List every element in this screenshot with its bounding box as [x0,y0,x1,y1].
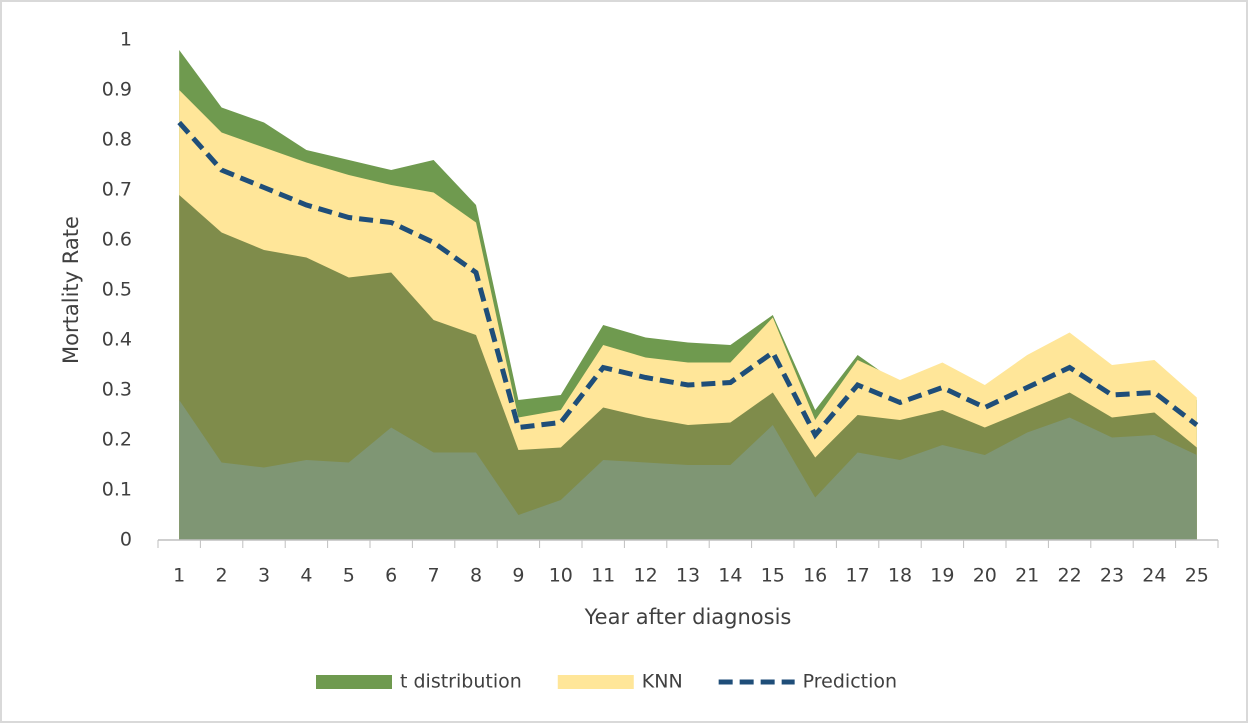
x-tick-label: 1 [173,565,185,587]
legend-label: KNN [642,671,683,693]
x-tick-label: 18 [888,565,912,587]
x-tick-label: 21 [1015,565,1039,587]
y-tick-label: 0.6 [102,229,132,251]
x-tick-label: 10 [549,565,573,587]
x-tick-label: 23 [1100,565,1124,587]
legend-swatch [557,675,634,689]
x-tick-label: 4 [300,565,312,587]
x-tick-label: 24 [1142,565,1166,587]
y-tick-label: 0.7 [102,179,132,201]
x-tick-label: 17 [846,565,870,587]
x-tick-label: 6 [385,565,397,587]
y-tick-label: 0.5 [102,279,132,301]
x-tick-label: 12 [634,565,658,587]
x-tick-label: 7 [428,565,440,587]
x-tick-label: 25 [1185,565,1209,587]
y-axis-label: Mortality Rate [59,216,83,364]
prediction-line [177,120,1199,440]
y-tick-label: 1 [120,29,132,51]
x-tick-label: 14 [718,565,742,587]
x-tick-label: 15 [761,565,785,587]
legend-label: Prediction [803,671,897,693]
x-tick-label: 16 [803,565,827,587]
y-tick-label: 0.1 [102,479,132,501]
x-tick-label: 11 [591,565,615,587]
x-tick-label: 19 [930,565,954,587]
x-axis-label: Year after diagnosis [584,605,792,629]
x-tick-label: 3 [258,565,270,587]
y-tick-label: 0 [120,529,132,551]
x-tick-label: 5 [343,565,355,587]
x-tick-label: 9 [512,565,524,587]
y-tick-label: 0.9 [102,79,132,101]
x-tick-label: 2 [216,565,228,587]
y-tick-label: 0.8 [102,129,132,151]
area [179,400,1197,540]
x-tick-label: 20 [973,565,997,587]
x-tick-label: 8 [470,565,482,587]
x-tick-label: 22 [1058,565,1082,587]
legend-swatch [316,675,392,689]
y-tick-label: 0.2 [102,429,132,451]
legend-label: t distribution [400,671,522,693]
y-tick-label: 0.4 [102,329,132,351]
x-tick-label: 13 [676,565,700,587]
y-tick-label: 0.3 [102,379,132,401]
